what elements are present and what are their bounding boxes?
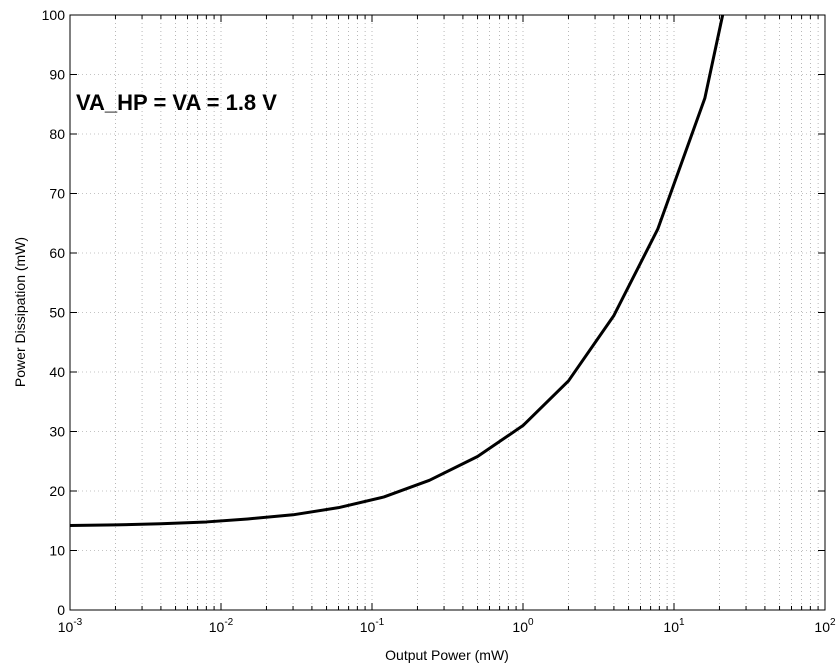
y-tick-label: 0 bbox=[57, 602, 65, 618]
x-tick-label: 10-1 bbox=[360, 617, 385, 635]
y-tick-labels: 0 10 20 30 40 50 60 70 80 90 100 bbox=[42, 7, 66, 618]
y-tick-label: 30 bbox=[49, 424, 65, 440]
plot-frame bbox=[69, 14, 826, 611]
y-tick-label: 70 bbox=[49, 186, 65, 202]
y-tick-label: 80 bbox=[49, 126, 65, 142]
x-tick-label: 10-2 bbox=[209, 617, 234, 635]
ticks bbox=[70, 14, 825, 611]
y-tick-label: 90 bbox=[49, 67, 65, 83]
x-tick-labels: 10-3 10-2 10-1 100 101 102 bbox=[58, 617, 836, 635]
x-tick-label: 100 bbox=[512, 617, 534, 635]
series-layer bbox=[69, 14, 725, 528]
x-tick-label: 102 bbox=[814, 617, 836, 635]
y-tick-label: 60 bbox=[49, 245, 65, 261]
x-axis-label: Output Power (mW) bbox=[385, 647, 509, 663]
y-tick-label: 40 bbox=[49, 364, 65, 380]
y-tick-label: 100 bbox=[42, 7, 66, 23]
x-tick-label: 10-3 bbox=[58, 617, 83, 635]
y-tick-label: 20 bbox=[49, 483, 65, 499]
chart-annotation: VA_HP = VA = 1.8 V bbox=[76, 90, 277, 115]
y-axis-label: Power Dissipation (mW) bbox=[12, 237, 28, 387]
y-tick-label: 10 bbox=[49, 543, 65, 559]
x-tick-label: 101 bbox=[663, 617, 685, 635]
y-tick-label: 50 bbox=[49, 305, 65, 321]
series-line bbox=[69, 14, 725, 528]
